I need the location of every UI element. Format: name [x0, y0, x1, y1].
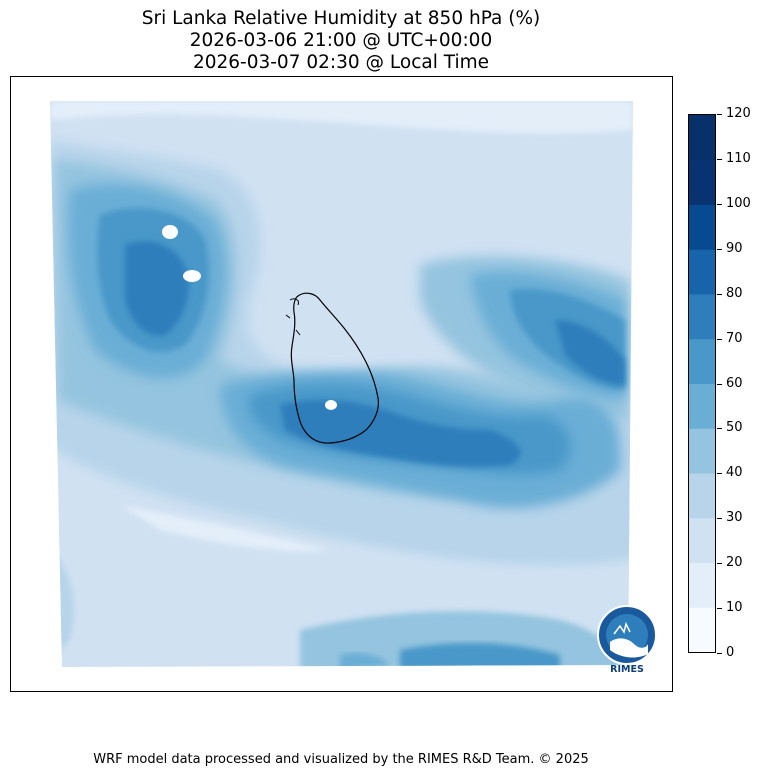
colorbar-tick-label: 80 — [726, 285, 743, 301]
colorbar-swatch — [689, 562, 715, 608]
colorbar-swatch — [689, 294, 715, 340]
colorbar-tick-label: 100 — [726, 195, 751, 211]
humidity-field — [50, 101, 633, 667]
colorbar-swatches — [689, 115, 715, 653]
globe-icon — [597, 605, 657, 665]
colorbar-tick — [717, 248, 722, 250]
map-title-line2: 2026-03-06 21:00 @ UTC+00:00 — [189, 30, 493, 51]
colorbar-swatch — [689, 159, 715, 205]
colorbar-tick-label: 70 — [726, 330, 743, 346]
colorbar-tick-label: 110 — [726, 150, 751, 166]
colorbar — [688, 114, 716, 653]
colorbar-tick — [717, 293, 722, 295]
colorbar-swatch — [689, 115, 715, 161]
colorbar-tick-label: 40 — [726, 465, 743, 481]
colorbar-swatch — [689, 383, 715, 429]
colorbar-tick — [717, 563, 722, 565]
colorbar-tick-label: 90 — [726, 240, 743, 256]
map-title-line1: Sri Lanka Relative Humidity at 850 hPa (… — [141, 8, 541, 29]
logo-label: RIMES — [610, 664, 644, 675]
rimes-logo: RIMES — [596, 604, 658, 680]
colorbar-swatch — [689, 473, 715, 519]
colorbar-swatch — [689, 204, 715, 250]
colorbar-tick-label: 120 — [726, 106, 751, 121]
colorbar-tick — [717, 338, 722, 340]
footer-credit: WRF model data processed and visualized … — [93, 752, 589, 767]
colorbar-tick-label: 30 — [726, 510, 743, 526]
colorbar-swatch — [689, 428, 715, 474]
colorbar-tick-label: 0 — [726, 645, 735, 660]
colorbar-tick — [717, 203, 722, 205]
colorbar-tick — [717, 383, 722, 385]
colorbar-tick — [717, 608, 722, 610]
colorbar-tick — [717, 158, 722, 160]
colorbar-tick — [717, 518, 722, 520]
colorbar-tick-label: 50 — [726, 420, 743, 436]
colorbar-tick-label: 20 — [726, 555, 743, 571]
colorbar-swatch — [689, 607, 715, 653]
colorbar-tick — [717, 653, 722, 654]
colorbar-tick-label: 60 — [726, 375, 743, 391]
map-title-line3: 2026-03-07 02:30 @ Local Time — [192, 52, 490, 73]
colorbar-tick — [717, 114, 722, 115]
colorbar-tick — [717, 473, 722, 475]
colorbar-tick-label: 10 — [726, 600, 743, 616]
colorbar-swatch — [689, 338, 715, 384]
colorbar-swatch — [689, 249, 715, 295]
colorbar-swatch — [689, 517, 715, 563]
colorbar-tick — [717, 428, 722, 430]
sri-lanka-coastline — [290, 292, 379, 444]
